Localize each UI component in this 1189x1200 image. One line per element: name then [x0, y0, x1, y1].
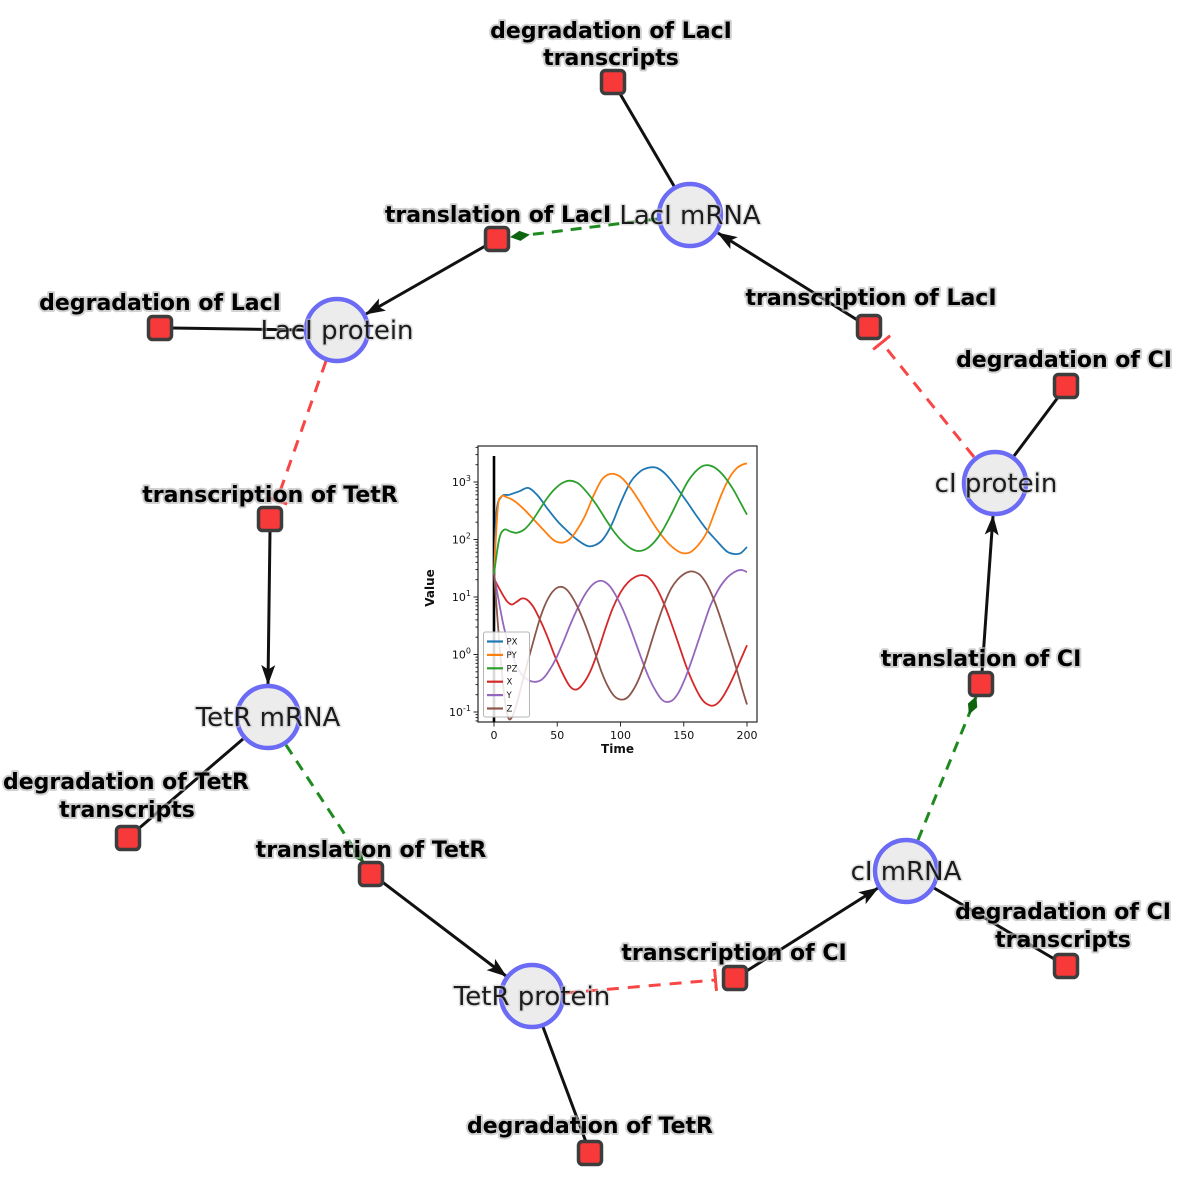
- edges: [136, 91, 1061, 1143]
- chart-series-PY: [493, 462, 748, 575]
- reaction-node-translation-ci: [967, 670, 995, 698]
- species-label: LacI protein: [260, 316, 413, 346]
- y-tick-label: 101: [452, 589, 471, 604]
- species-node-laci-mrna: [656, 181, 724, 249]
- reaction-label: transcripts: [543, 46, 679, 71]
- edge-laciprotein-inhibits-tetr-transcription: [277, 360, 328, 500]
- edge-cimrna-degradation: [933, 886, 1057, 962]
- species-label: LacI mRNA: [619, 201, 760, 231]
- y-tick-label: 10-1: [449, 704, 471, 719]
- chart-series-PZ: [493, 464, 748, 575]
- species-label: TetR protein: [453, 982, 610, 1012]
- species-label: cI protein: [935, 469, 1058, 499]
- y-tick-label: 102: [452, 532, 471, 547]
- legend-label-Z: Z: [507, 705, 513, 715]
- edge-ciprotein-inhibits-laci-transcription: [882, 343, 976, 458]
- species-label: cI mRNA: [851, 857, 962, 887]
- edge-transcription-to-ci-mrna: [744, 886, 879, 974]
- reaction-node-translation-laci: [483, 225, 511, 253]
- x-axis-title: Time: [601, 742, 634, 756]
- chart-background: [421, 425, 795, 765]
- y-tick-label: 103: [452, 474, 471, 489]
- reaction-node-transcription-laci: [855, 313, 883, 341]
- edge-transcription-to-laci-mrna: [717, 231, 860, 323]
- labels: degradation of LacI transcripts translat…: [1, 17, 1174, 1141]
- reaction-node-degradation-ci-transcripts: [1052, 952, 1080, 980]
- reaction-label: translation of CI: [881, 647, 1082, 672]
- x-tick-label: 50: [550, 729, 564, 742]
- species-label: TetR mRNA: [195, 703, 341, 733]
- reaction-label: degradation of CI: [956, 348, 1172, 373]
- species-node-ci-mrna: [872, 837, 940, 905]
- reaction-label: degradation of LacI: [39, 291, 281, 316]
- reaction-label: degradation of LacI: [490, 19, 732, 44]
- reaction-node-degradation-laci: [146, 314, 174, 342]
- reaction-label: transcription of CI: [621, 941, 846, 966]
- legend-label-PX: PX: [507, 638, 518, 648]
- y-tick-label: 100: [452, 647, 471, 662]
- edge-translation-to-ci-protein: [980, 515, 999, 673]
- edge-translation-to-tetr-protein: [380, 879, 507, 978]
- y-axis-title: Value: [423, 569, 437, 607]
- edge-translation-to-laci-protein: [365, 243, 488, 316]
- legend-label-PZ: PZ: [507, 664, 518, 674]
- x-tick-label: 200: [737, 729, 758, 742]
- x-tick-label: 100: [610, 729, 631, 742]
- reaction-label: transcription of LacI: [745, 286, 996, 311]
- species-node-tetr-mrna: [234, 683, 302, 751]
- species-node-laci-protein: [303, 296, 371, 364]
- x-tick-label: 0: [491, 729, 498, 742]
- edge-ciprotein-degradation: [1012, 395, 1061, 457]
- legend-label-Y: Y: [506, 691, 513, 701]
- reaction-label: degradation of TetR: [467, 1114, 713, 1139]
- chart-curves: [493, 462, 748, 721]
- reaction-node-degradation-tetr-transcripts: [114, 824, 142, 852]
- reaction-label: degradation of TetR: [3, 770, 249, 795]
- species-nodes: [234, 181, 1029, 1030]
- legend-label-X: X: [507, 678, 513, 688]
- edge-lacimrna-modifies-translation: [510, 217, 658, 241]
- edge-tetrmrna-modifies-translation: [284, 744, 365, 863]
- edge-transcription-to-tetr-mrna: [261, 530, 276, 685]
- reaction-label: transcription of TetR: [142, 483, 398, 508]
- reaction-label: transcripts: [995, 928, 1131, 953]
- reaction-node-degradation-ci: [1052, 372, 1080, 400]
- chart-axes-box: [477, 445, 758, 723]
- species-node-ci-protein: [961, 449, 1029, 517]
- x-tick-label: 150: [673, 729, 694, 742]
- edge-cimrna-modifies-translation: [916, 696, 978, 841]
- reaction-node-degradation-tetr: [576, 1139, 604, 1167]
- chart-series-X: [493, 574, 748, 707]
- reaction-node-degradation-laci-transcripts: [599, 68, 627, 96]
- reaction-node-transcription-tetr: [256, 505, 284, 533]
- reaction-node-translation-tetr: [357, 860, 385, 888]
- edge-tetrprotein-inhibits-ci-transcription: [564, 980, 715, 995]
- reaction-label: degradation of CI: [955, 900, 1171, 925]
- edge-lacimrna-degradation: [617, 91, 676, 187]
- edge-laciprotein-degradation: [171, 326, 305, 332]
- chart-series-Y: [493, 569, 748, 703]
- reaction-label: translation of TetR: [256, 838, 487, 863]
- reaction-nodes: [114, 68, 1080, 1167]
- inset-timeseries-chart: 0 50 100 150 200Time10-1100101102103ValuePXP…: [421, 425, 795, 765]
- edge-tetrmrna-degradation: [136, 737, 244, 832]
- edge-tetrprotein-degradation: [541, 1026, 588, 1143]
- chart-legend: PX PY PZ XYZ: [483, 631, 530, 718]
- reaction-label: translation of LacI: [385, 203, 611, 228]
- reaction-node-transcription-ci: [721, 964, 749, 992]
- legend-label-PY: PY: [507, 651, 518, 661]
- species-node-tetr-protein: [498, 962, 566, 1030]
- reaction-label: transcripts: [59, 798, 195, 823]
